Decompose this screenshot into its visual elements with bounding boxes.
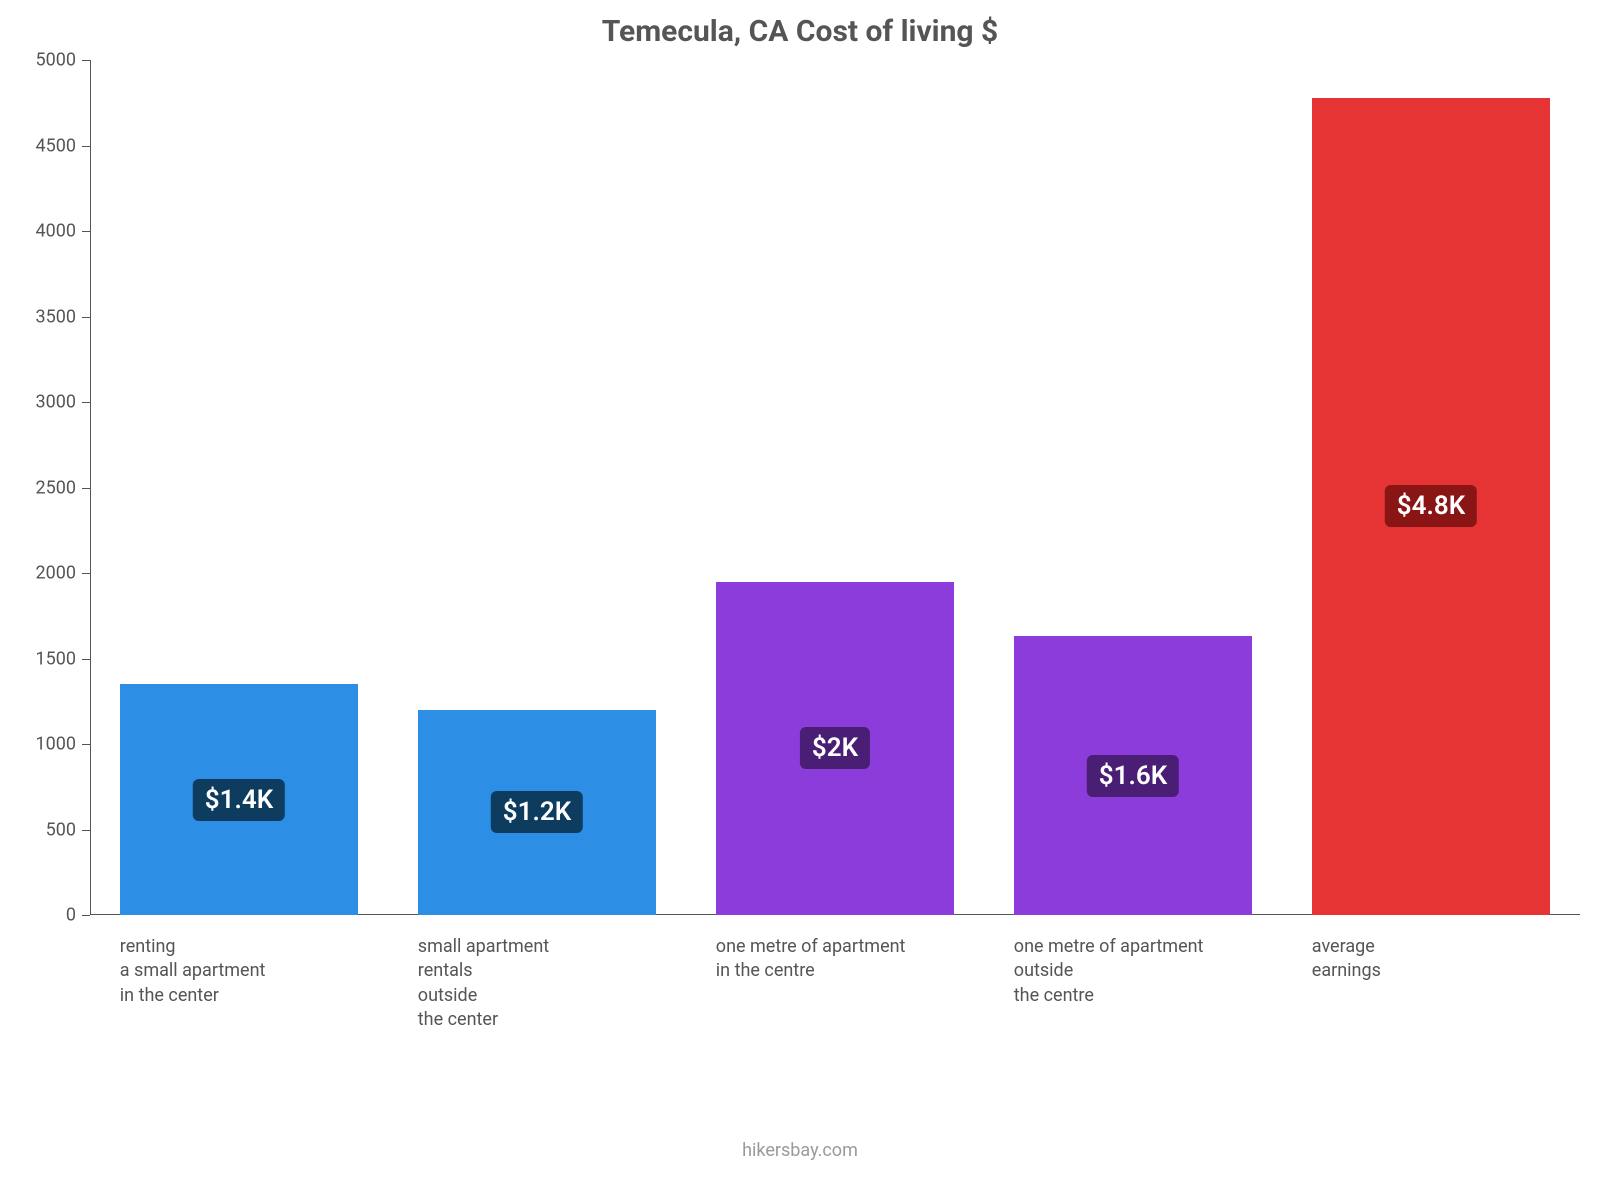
y-tick	[82, 146, 90, 147]
y-tick	[82, 830, 90, 831]
x-tick-label: one metre of apartment outside the centr…	[1014, 935, 1252, 1008]
chart-title: Temecula, CA Cost of living $	[0, 14, 1600, 49]
y-tick	[82, 744, 90, 745]
bar-value-label: $4.8K	[1385, 485, 1477, 527]
y-tick	[82, 915, 90, 916]
y-tick	[82, 317, 90, 318]
bar-value-label: $1.2K	[491, 791, 583, 833]
bar-value-label: $1.6K	[1087, 755, 1179, 797]
x-tick-label: small apartment rentals outside the cent…	[418, 935, 656, 1032]
bar-value-label: $1.4K	[193, 779, 285, 821]
plot-area: 0500100015002000250030003500400045005000…	[90, 60, 1580, 915]
y-tick	[82, 402, 90, 403]
chart-footer: hikersbay.com	[0, 1140, 1600, 1161]
y-tick-label: 4000	[6, 221, 76, 242]
y-axis	[90, 60, 91, 915]
x-tick-label: one metre of apartment in the centre	[716, 935, 954, 984]
y-tick-label: 3500	[6, 306, 76, 327]
bar-value-label: $2K	[800, 727, 870, 769]
y-tick	[82, 60, 90, 61]
y-tick	[82, 573, 90, 574]
y-tick-label: 2000	[6, 563, 76, 584]
y-tick	[82, 659, 90, 660]
cost-of-living-chart: Temecula, CA Cost of living $ 0500100015…	[0, 0, 1600, 1200]
y-tick-label: 4500	[6, 135, 76, 156]
x-tick-label: average earnings	[1312, 935, 1550, 984]
y-tick-label: 0	[6, 905, 76, 926]
y-tick-label: 5000	[6, 50, 76, 71]
y-tick-label: 3000	[6, 392, 76, 413]
y-tick	[82, 231, 90, 232]
y-tick	[82, 488, 90, 489]
y-tick-label: 2500	[6, 477, 76, 498]
y-tick-label: 1000	[6, 734, 76, 755]
y-tick-label: 500	[6, 819, 76, 840]
x-tick-label: renting a small apartment in the center	[120, 935, 358, 1008]
y-tick-label: 1500	[6, 648, 76, 669]
